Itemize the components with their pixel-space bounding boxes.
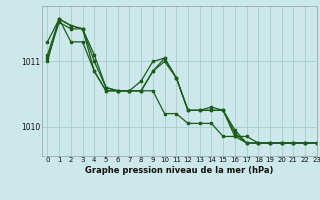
X-axis label: Graphe pression niveau de la mer (hPa): Graphe pression niveau de la mer (hPa) [85,166,273,175]
